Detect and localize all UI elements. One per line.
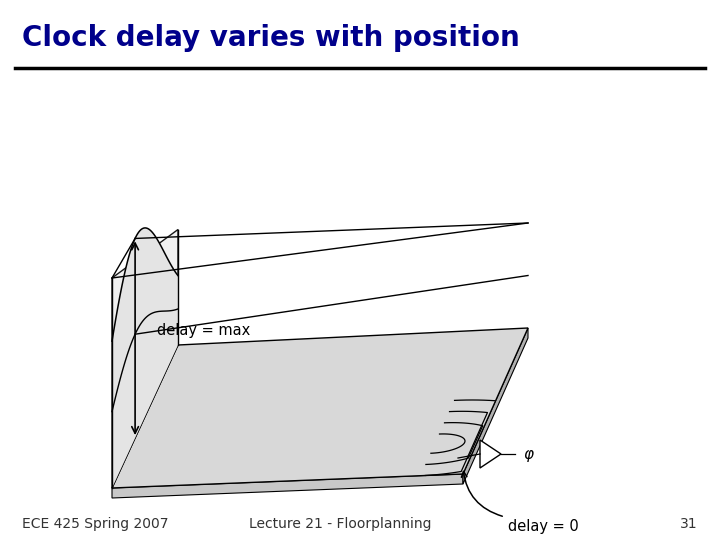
Text: 31: 31 bbox=[680, 517, 698, 531]
Text: φ: φ bbox=[523, 447, 533, 462]
Polygon shape bbox=[112, 328, 528, 488]
Text: Lecture 21 - Floorplanning: Lecture 21 - Floorplanning bbox=[248, 517, 431, 531]
Polygon shape bbox=[480, 440, 501, 468]
Polygon shape bbox=[112, 474, 463, 498]
Polygon shape bbox=[112, 228, 178, 488]
Text: delay = 0: delay = 0 bbox=[508, 519, 579, 535]
Polygon shape bbox=[112, 230, 178, 488]
Text: Clock delay varies with position: Clock delay varies with position bbox=[22, 24, 520, 52]
Text: delay = max: delay = max bbox=[157, 323, 251, 338]
Polygon shape bbox=[463, 328, 528, 484]
Text: ECE 425 Spring 2007: ECE 425 Spring 2007 bbox=[22, 517, 168, 531]
